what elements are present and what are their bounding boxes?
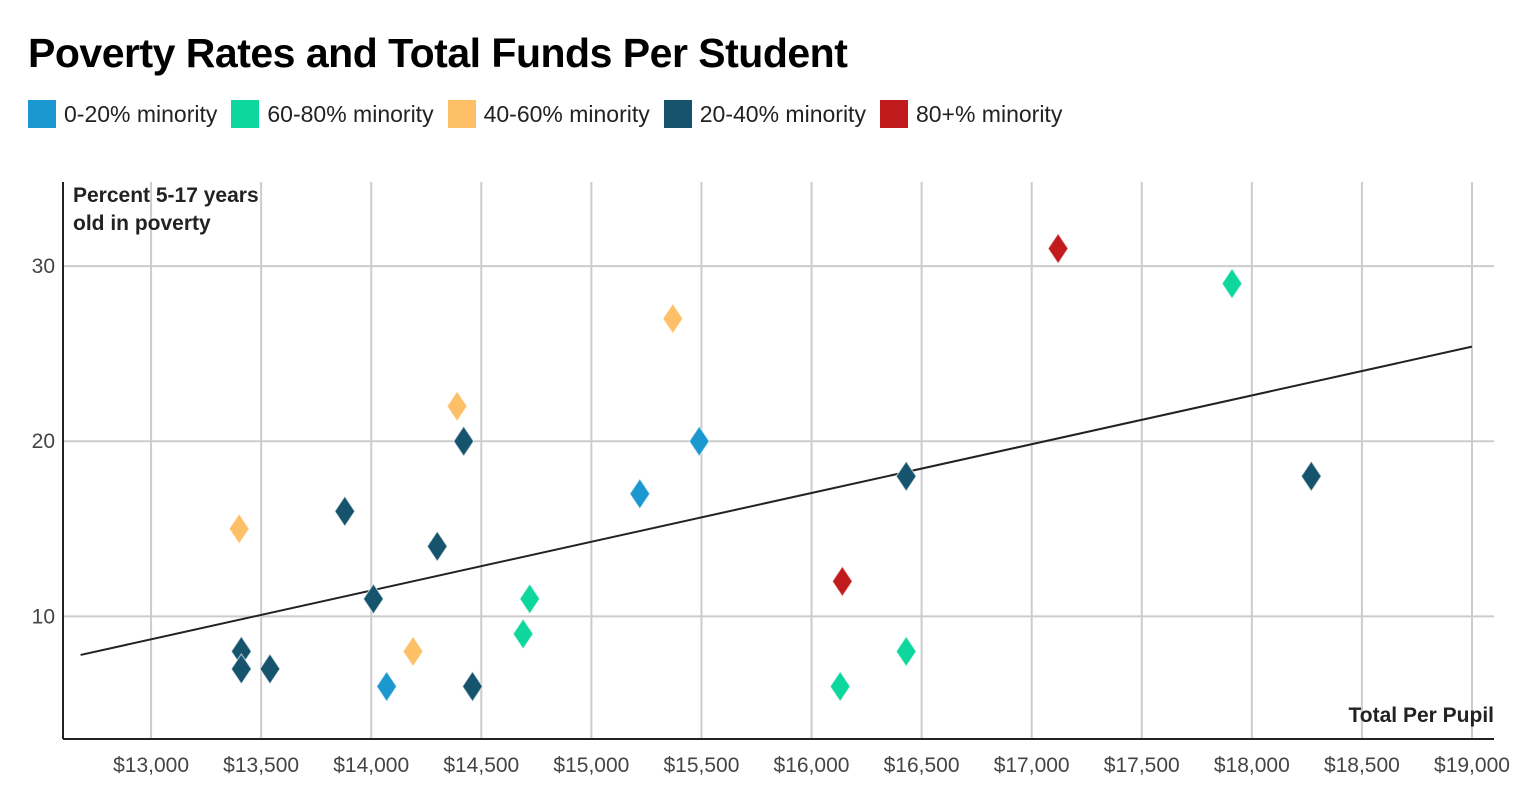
axes xyxy=(62,182,1494,740)
x-tick-label: $15,000 xyxy=(553,754,629,777)
x-tick-label: $17,000 xyxy=(994,754,1070,777)
data-point xyxy=(230,652,253,686)
data-point xyxy=(402,635,424,668)
x-tick-label: $19,000 xyxy=(1434,754,1510,777)
x-tick-label: $15,500 xyxy=(663,754,739,777)
data-points xyxy=(228,232,1322,703)
x-tick-label: $16,000 xyxy=(774,754,850,777)
data-point xyxy=(662,302,684,335)
data-point xyxy=(519,582,541,615)
y-tick-label: 30 xyxy=(32,255,55,278)
legend-item-40-60[interactable]: 40-60% minority xyxy=(447,100,650,128)
y-axis-title-line-1: Percent 5-17 years xyxy=(73,184,259,207)
x-tick-label: $13,000 xyxy=(113,754,189,777)
x-tick-labels: $13,000 $13,500 $14,000 $14,500 $15,000 $15,5… xyxy=(113,754,1510,777)
legend-swatch-40-60 xyxy=(447,100,476,128)
trendline xyxy=(80,345,1473,656)
y-axis-title-line-2: old in poverty xyxy=(73,212,211,235)
data-point xyxy=(512,617,534,650)
legend-item-60-80[interactable]: 60-80% minority xyxy=(231,100,434,128)
data-point xyxy=(688,425,710,458)
x-axis-title: Total Per Pupil xyxy=(1349,704,1494,727)
legend-label-80-plus: 80+% minority xyxy=(915,100,1063,127)
legend-swatch-0-20 xyxy=(28,100,56,128)
x-tick-label: $14,000 xyxy=(333,754,409,777)
x-tick-label: $18,500 xyxy=(1324,754,1400,777)
x-tick-label: $18,000 xyxy=(1214,754,1290,777)
data-point xyxy=(259,652,281,686)
data-point xyxy=(375,670,398,703)
trendline-line xyxy=(80,345,1473,656)
data-point xyxy=(629,477,651,510)
data-point xyxy=(1300,460,1322,493)
legend-swatch-80-plus xyxy=(879,100,908,128)
gridlines xyxy=(63,182,1494,739)
legend-swatch-60-80 xyxy=(231,100,260,128)
y-tick-labels: 10 20 30 xyxy=(32,255,55,628)
legend-label-60-80: 60-80% minority xyxy=(267,100,434,127)
legend: 0-20% minority 60-80% minority 40-60% mi… xyxy=(28,100,1076,128)
legend-label-40-60: 40-60% minority xyxy=(483,100,650,127)
data-point xyxy=(362,582,385,615)
data-point xyxy=(334,495,356,528)
legend-item-0-20[interactable]: 0-20% minority xyxy=(28,100,217,128)
data-point xyxy=(1047,232,1069,265)
legend-item-20-40[interactable]: 20-40% minority xyxy=(663,100,866,128)
data-point xyxy=(1221,267,1243,300)
data-point xyxy=(452,425,475,458)
y-tick-label: 10 xyxy=(32,605,55,628)
x-tick-label: $17,500 xyxy=(1104,754,1180,777)
data-point xyxy=(829,670,851,703)
data-point xyxy=(831,565,854,598)
data-point xyxy=(446,390,468,423)
x-tick-label: $16,500 xyxy=(884,754,960,777)
data-point xyxy=(895,635,917,668)
legend-label-20-40: 20-40% minority xyxy=(699,100,866,127)
data-point xyxy=(461,670,484,703)
data-point xyxy=(228,512,250,545)
legend-swatch-20-40 xyxy=(663,100,692,128)
legend-item-80-plus[interactable]: 80+% minority xyxy=(879,100,1063,128)
chart-title: Poverty Rates and Total Funds Per Studen… xyxy=(28,30,848,76)
data-point xyxy=(895,460,917,493)
legend-label-0-20: 0-20% minority xyxy=(64,100,218,127)
y-tick-label: 20 xyxy=(32,430,55,453)
data-point xyxy=(426,530,448,563)
x-tick-label: $13,500 xyxy=(223,754,299,777)
x-tick-label: $14,500 xyxy=(443,754,519,777)
